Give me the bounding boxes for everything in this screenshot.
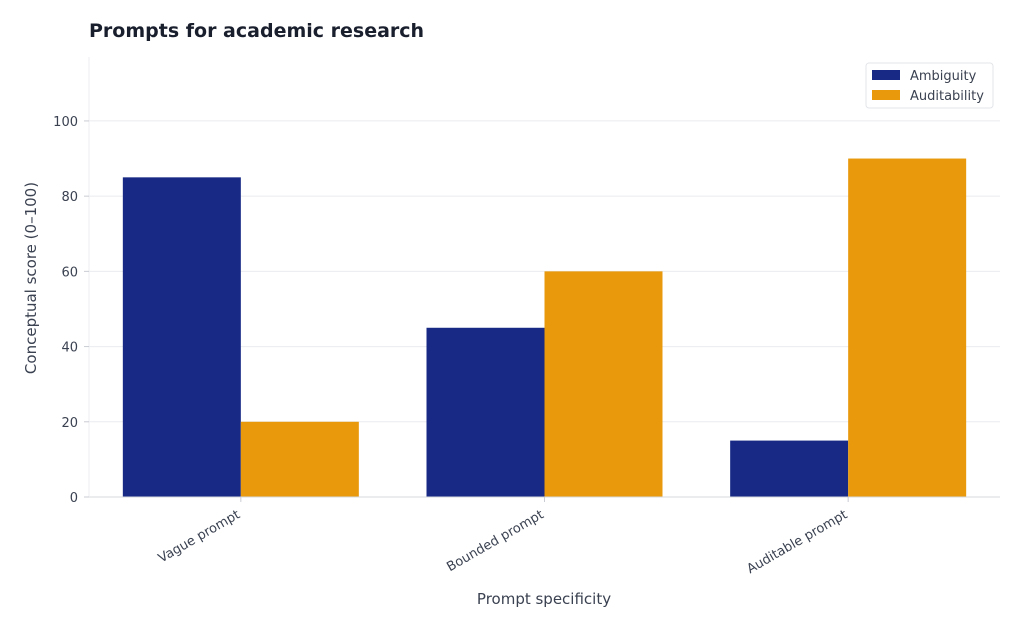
bar-auditability-1 bbox=[544, 271, 663, 497]
x-axis-label: Prompt specificity bbox=[477, 590, 611, 608]
y-tick-label: 80 bbox=[61, 190, 78, 205]
legend-swatch-auditability bbox=[872, 90, 900, 100]
bars bbox=[122, 158, 967, 498]
y-tick-label: 0 bbox=[70, 491, 78, 506]
bar-auditability-2 bbox=[848, 158, 967, 498]
y-tick-label: 60 bbox=[61, 265, 78, 280]
legend: Ambiguity Auditability bbox=[865, 62, 994, 109]
x-tick-label: Vague prompt bbox=[156, 507, 243, 566]
chart-title: Prompts for academic research bbox=[89, 20, 425, 42]
y-axis-label: Conceptual score (0–100) bbox=[22, 182, 40, 374]
legend-swatch-ambiguity bbox=[872, 70, 900, 80]
x-ticks: Vague prompt Bounded prompt Auditable prom… bbox=[156, 497, 850, 577]
y-ticks: 0 20 40 60 80 100 bbox=[53, 115, 89, 506]
y-tick-label: 100 bbox=[53, 115, 78, 130]
x-tick-label: Auditable prompt bbox=[745, 507, 851, 577]
legend-label-auditability: Auditability bbox=[910, 89, 984, 104]
bar-auditability-0 bbox=[240, 421, 359, 497]
y-tick-label: 20 bbox=[61, 416, 78, 431]
bar-ambiguity-1 bbox=[426, 327, 545, 497]
y-tick-label: 40 bbox=[61, 341, 78, 356]
legend-label-ambiguity: Ambiguity bbox=[910, 69, 977, 84]
x-tick-label: Bounded prompt bbox=[444, 507, 546, 575]
bar-ambiguity-0 bbox=[122, 177, 241, 498]
bar-ambiguity-2 bbox=[730, 440, 849, 497]
